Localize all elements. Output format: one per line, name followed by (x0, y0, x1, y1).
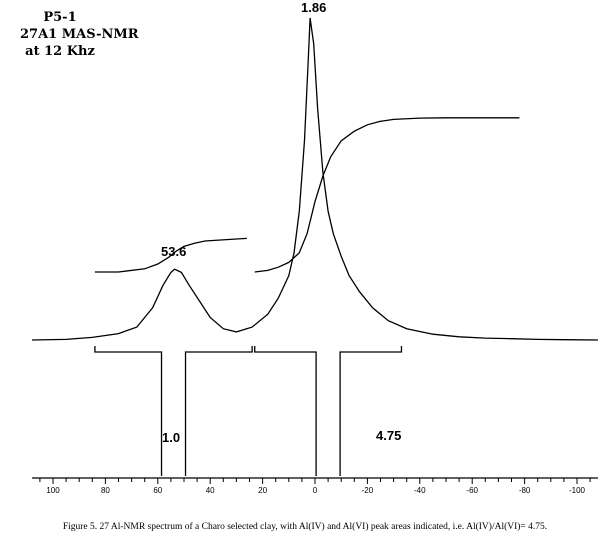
x-tick-label: 60 (153, 486, 162, 495)
x-tick-label: 20 (258, 486, 267, 495)
peak-label-al-vi: 1.86 (301, 0, 327, 15)
spin-rate-label: at 12 Khz (25, 44, 95, 59)
integral-curve-al-vi (254, 117, 520, 273)
x-tick-label: -60 (466, 486, 478, 495)
x-tick-label: 40 (206, 486, 215, 495)
peak-label-al-iv: 53.6 (161, 244, 187, 259)
x-tick-label: -20 (362, 486, 374, 495)
spectrum-line (31, 17, 599, 341)
integral-curve-al-iv (94, 237, 247, 273)
integration-bracket-al-vi (254, 346, 403, 476)
integration-bracket-al-iv (94, 346, 253, 476)
x-tick-label: 0 (313, 486, 318, 495)
experiment-label: 27A1 MAS-NMR (20, 27, 139, 42)
x-axis-ticks: 100 80 60 40 20 0 -20 -40 -60 -80 -100 (39, 478, 591, 495)
x-tick-label: 100 (46, 486, 60, 495)
x-tick-label: -40 (414, 486, 426, 495)
x-tick-label: -80 (519, 486, 531, 495)
area-label-al-vi: 4.75 (376, 428, 402, 443)
sample-id: P5-1 (43, 10, 77, 25)
area-label-al-iv: 1.0 (162, 430, 181, 445)
figure-caption: Figure 5. 27 Al-NMR spectrum of a Charo … (62, 522, 548, 532)
x-tick-label: -100 (569, 486, 586, 495)
x-tick-label: 80 (101, 486, 110, 495)
